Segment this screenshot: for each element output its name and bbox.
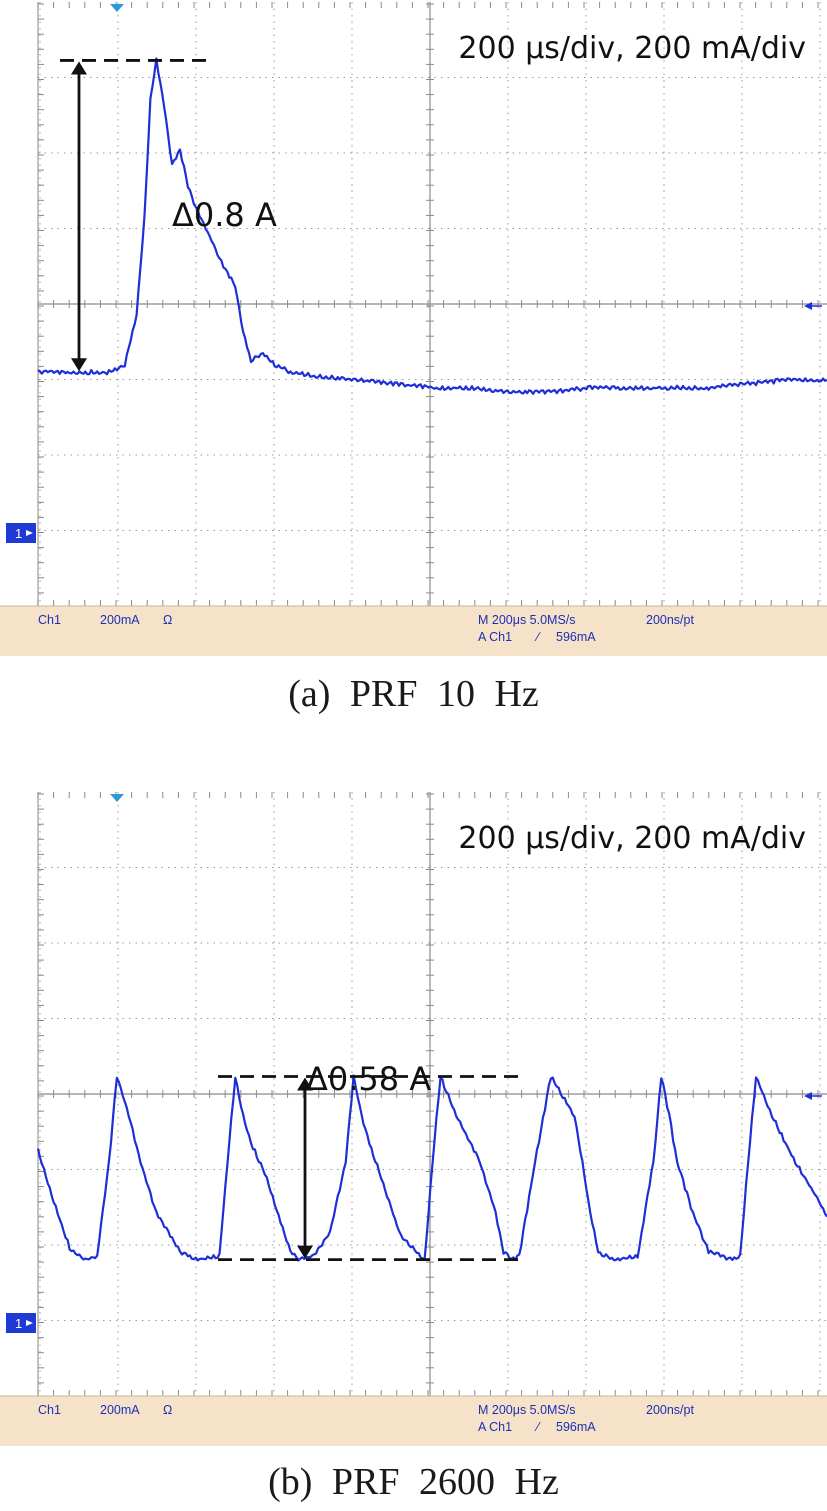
channel-1-marker-arrow xyxy=(26,530,33,536)
footer-timebase: M 200μs 5.0MS/s xyxy=(478,613,576,627)
graticule xyxy=(37,2,827,606)
footer-trigger-slope: ⁄ xyxy=(534,630,541,644)
channel-1-marker-label: 1 xyxy=(15,1316,22,1331)
channel-1-marker-arrow xyxy=(26,1320,33,1326)
status-footer xyxy=(0,606,827,656)
footer-scale: 200mA xyxy=(100,1403,140,1417)
graticule xyxy=(37,792,827,1396)
caption-a: (a) PRF 10 Hz xyxy=(288,673,539,715)
trigger-level-arrow xyxy=(804,1092,812,1100)
footer-trigger-level: 596mA xyxy=(556,1420,596,1434)
delta-label: Δ0.58 A xyxy=(306,1060,431,1098)
oscilloscope-screen-a: 1 Ch1 200mA Ω M 200μs 5.0MS/s 200ns/pt A Ch1 ⁄ 5… xyxy=(0,2,827,656)
footer-trigger-slope: ⁄ xyxy=(534,1420,541,1434)
footer-coupling: Ω xyxy=(163,1403,172,1417)
waveform-trace xyxy=(36,1074,827,1262)
delta-label: Δ0.8 A xyxy=(172,196,277,234)
footer-coupling: Ω xyxy=(163,613,172,627)
scale-label: 200 μs/div, 200 mA/div xyxy=(458,821,806,856)
trigger-level-arrow xyxy=(804,302,812,310)
scope-panel-a: 1 Ch1 200mA Ω M 200μs 5.0MS/s 200ns/pt A Ch1 ⁄ 5… xyxy=(0,0,827,660)
footer-trigger-level: 596mA xyxy=(556,630,596,644)
footer-channel: Ch1 xyxy=(38,613,61,627)
footer-resolution: 200ns/pt xyxy=(646,613,694,627)
scale-label: 200 μs/div, 200 mA/div xyxy=(458,31,806,66)
status-footer xyxy=(0,1396,827,1446)
footer-trigger-source: A Ch1 xyxy=(478,630,512,644)
channel-1-marker xyxy=(6,523,36,543)
footer-resolution: 200ns/pt xyxy=(646,1403,694,1417)
channel-1-marker-label: 1 xyxy=(15,526,22,541)
channel-1-marker xyxy=(6,1313,36,1333)
delta-arrow-head-top xyxy=(71,61,87,75)
footer-channel: Ch1 xyxy=(38,1403,61,1417)
oscilloscope-screen-b: 1 Ch1 200mA Ω M 200μs 5.0MS/s 200ns/pt A Ch1 ⁄ 5… xyxy=(0,792,827,1446)
delta-arrow-head-top xyxy=(297,1077,313,1091)
delta-arrow-head-bottom xyxy=(71,358,87,372)
footer-timebase: M 200μs 5.0MS/s xyxy=(478,1403,576,1417)
trigger-position-marker xyxy=(110,4,124,12)
waveform-trace xyxy=(37,57,827,395)
footer-scale: 200mA xyxy=(100,613,140,627)
footer-trigger-source: A Ch1 xyxy=(478,1420,512,1434)
trigger-position-marker xyxy=(110,794,124,802)
scope-panel-b: 1 Ch1 200mA Ω M 200μs 5.0MS/s 200ns/pt A Ch1 ⁄ 5… xyxy=(0,790,827,1450)
delta-arrow-head-bottom xyxy=(297,1245,313,1259)
caption-b: (b) PRF 2600 Hz xyxy=(268,1461,559,1503)
